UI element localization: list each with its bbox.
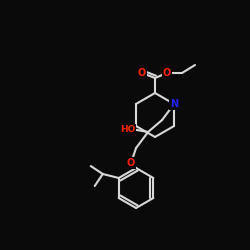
Text: HO: HO xyxy=(120,124,136,134)
Text: O: O xyxy=(163,68,171,78)
Text: N: N xyxy=(170,99,178,109)
Text: O: O xyxy=(127,158,135,168)
Text: O: O xyxy=(138,68,146,78)
